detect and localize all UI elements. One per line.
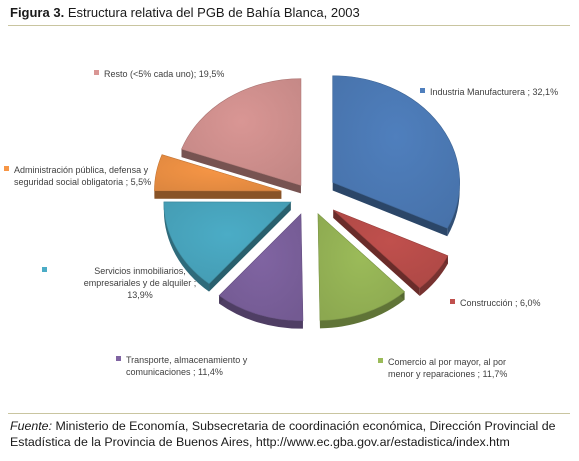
slice-label-6: Administración pública, defensa y segurid… — [14, 165, 151, 187]
pie-slice-edge-1 — [332, 75, 448, 237]
slice-label-1: Industria Manufacturera ; 32,1% — [430, 87, 558, 97]
pie-slice-3 — [317, 213, 406, 321]
pie-slice-1 — [332, 75, 460, 229]
slice-label-marker-6 — [4, 166, 9, 171]
slice-label-marker-2 — [450, 299, 455, 304]
title-divider — [8, 25, 570, 26]
slice-label-marker-4 — [116, 356, 121, 361]
slice-label-4-line-1: Transporte, almacenamiento y — [126, 355, 248, 365]
pie-slice-edge-7 — [181, 78, 301, 194]
slice-label-7-line-1: Resto (<5% cada uno); 19,5% — [104, 69, 224, 79]
pie-slice-side-3 — [319, 291, 405, 329]
figure-title: Figura 3. Estructura relativa del PGB de… — [10, 5, 360, 20]
slice-label-marker-1 — [420, 88, 425, 93]
pie-slice-side-4 — [219, 295, 303, 329]
pie-slice-6 — [154, 154, 282, 192]
slice-label-5-line-2: empresariales y de alquiler ; — [84, 278, 197, 288]
slice-label-4-line-2: comunicaciones ; 11,4% — [126, 367, 223, 377]
slice-label-2: Construcción ; 6,0% — [460, 298, 541, 308]
slice-label-5-line-1: Servicios inmobiliarios, — [94, 266, 186, 276]
pie-slice-4 — [218, 213, 304, 321]
slice-label-marker-5 — [42, 267, 47, 272]
slice-label-5-line-3: 13,9% — [127, 290, 153, 300]
source-divider — [8, 413, 570, 414]
slice-label-3: Comercio al por mayor, al por menor y rep… — [388, 357, 507, 379]
slice-label-marker-7 — [94, 70, 99, 75]
source-note: Fuente: Ministerio de Economía, Subsecre… — [10, 418, 570, 450]
slice-label-1-line-1: Industria Manufacturera ; 32,1% — [430, 87, 558, 97]
slice-label-2-line-1: Construcción ; 6,0% — [460, 298, 541, 308]
pie-slice-7 — [181, 78, 302, 186]
source-text: Ministerio de Economía, Subsecretaria de… — [10, 419, 556, 449]
figure-title-text: Estructura relativa del PGB de Bahía Bla… — [67, 5, 360, 20]
source-label: Fuente: — [10, 419, 53, 433]
pie-slice-side-2 — [419, 255, 448, 296]
slice-label-6-line-2: seguridad social obligatoria ; 5,5% — [14, 177, 151, 187]
slice-label-5: Servicios inmobiliarios, empresariales y … — [84, 266, 197, 300]
slice-label-6-line-1: Administración pública, defensa y — [14, 165, 149, 175]
pie-slice-side-5 — [163, 201, 210, 292]
pie-slice-2 — [332, 209, 449, 289]
slice-label-3-line-2: menor y reparaciones ; 11,7% — [388, 369, 507, 379]
slice-label-7: Resto (<5% cada uno); 19,5% — [104, 69, 224, 79]
pie-slice-5 — [163, 201, 292, 285]
slice-label-4: Transporte, almacenamiento y comunicacion… — [126, 355, 248, 377]
slice-label-marker-3 — [378, 358, 383, 363]
figure-label: Figura 3. — [10, 5, 65, 20]
slice-label-3-line-1: Comercio al por mayor, al por — [388, 357, 506, 367]
